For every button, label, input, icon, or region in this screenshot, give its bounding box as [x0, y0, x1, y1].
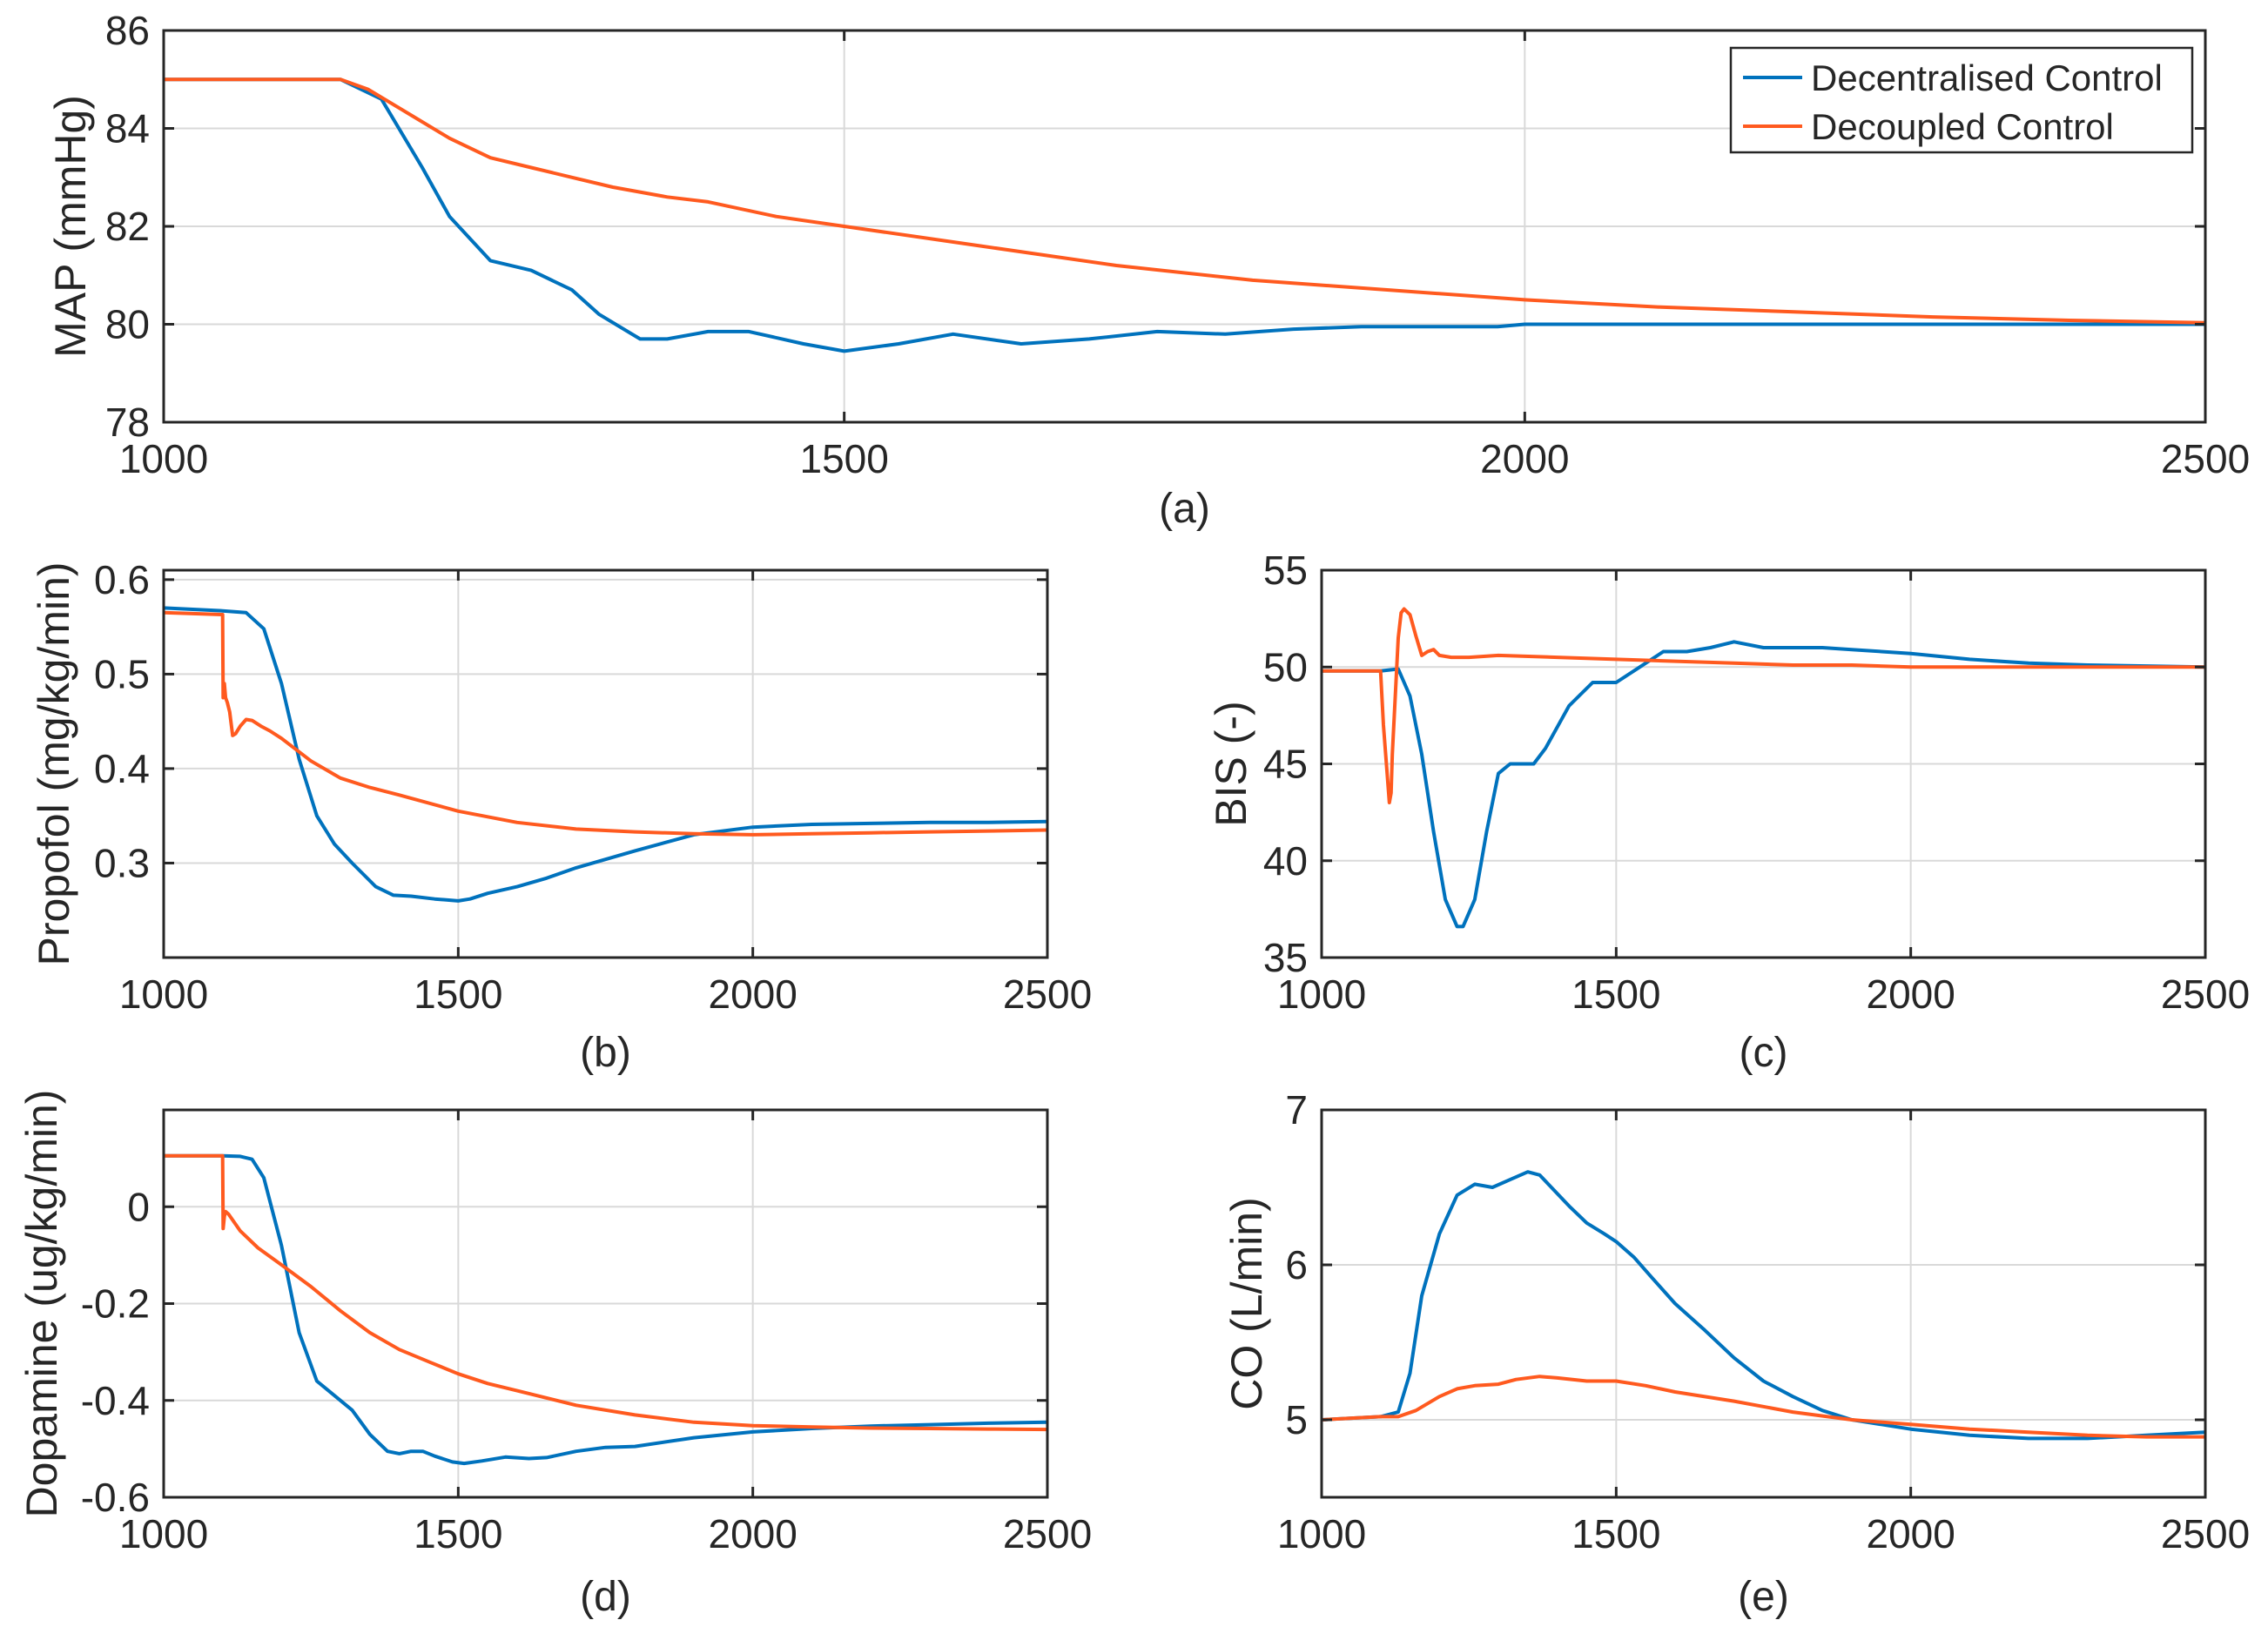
y-axis-label: BIS (-) [1207, 701, 1255, 826]
x-tick-label: 2500 [2161, 1511, 2250, 1556]
series-line-decentralised [1322, 640, 2205, 929]
series-line-decoupled [164, 610, 1047, 837]
y-tick-label: 84 [105, 106, 150, 151]
panel-caption: (b) [580, 1030, 631, 1076]
series-line-decentralised [164, 1153, 1047, 1466]
y-tick-label: 45 [1263, 742, 1308, 787]
series-line-decoupled [1322, 1375, 2205, 1439]
x-tick-label: 2000 [1480, 436, 1569, 481]
legend-entry-label: Decentralised Control [1811, 57, 2163, 98]
x-tick-label: 1000 [119, 971, 208, 1017]
legend-entry-label: Decoupled Control [1811, 106, 2114, 147]
series-line-decentralised [164, 77, 2205, 353]
x-tick-label: 2000 [1866, 1511, 1955, 1556]
y-tick-label: -0.4 [81, 1378, 150, 1423]
x-tick-label: 1500 [1571, 1511, 1660, 1556]
panel-caption: (e) [1738, 1574, 1789, 1620]
y-tick-label: 82 [105, 204, 150, 249]
panel-e: 1000 1500 2000 2500 5 6 7 CO (L/min) (e) [1222, 1087, 2250, 1620]
panel-caption: (d) [580, 1574, 631, 1620]
legend-box [1729, 46, 2194, 154]
x-tick-label: 1500 [1571, 971, 1660, 1017]
x-tick-label: 2500 [2161, 436, 2250, 481]
x-tick-label: 1000 [1277, 971, 1366, 1017]
panel-b: 1000 1500 2000 2500 0.3 0.4 0.5 0.6 Propofol (mg… [30, 557, 1092, 1076]
x-tick-label: 2500 [2161, 971, 2250, 1017]
y-tick-label: 50 [1263, 644, 1308, 689]
x-tick-label: 1500 [414, 1511, 502, 1556]
x-tick-label: 1000 [119, 1511, 208, 1556]
y-axis-label: MAP (mmHg) [46, 95, 95, 358]
x-tick-label: 1500 [414, 971, 502, 1017]
x-tick-label: 2000 [1866, 971, 1955, 1017]
y-tick-label: -0.6 [81, 1475, 150, 1520]
series-line-decentralised [164, 606, 1047, 903]
y-tick-label: 0.3 [94, 840, 150, 885]
panel-caption: (a) [1159, 486, 1210, 532]
series-line-decoupled [164, 1153, 1047, 1432]
y-tick-label: 7 [1285, 1087, 1308, 1133]
x-tick-label: 2500 [1003, 1511, 1092, 1556]
y-tick-label: 86 [105, 8, 150, 53]
x-tick-label: 1000 [119, 436, 208, 481]
y-tick-label: 0.4 [94, 746, 150, 791]
axes-box [162, 568, 1049, 959]
y-tick-label: 40 [1263, 838, 1308, 884]
y-tick-label: 5 [1285, 1397, 1308, 1442]
series-line-decoupled [1322, 607, 2205, 804]
series-line-decoupled [164, 77, 2205, 325]
legend: Decentralised Control Decoupled Control [1729, 46, 2194, 154]
panel-c: 1000 1500 2000 2500 35 40 45 50 55 BIS (-) (c) [1207, 548, 2250, 1076]
x-tick-label: 2000 [708, 1511, 797, 1556]
y-tick-label: 78 [105, 400, 150, 445]
y-tick-label: 80 [105, 302, 150, 347]
panel-d: 1000 1500 2000 2500 -0.6 -0.4 -0.2 0 Dopamine (u… [17, 1090, 1092, 1620]
y-axis-label: Dopamine (ug/kg/min) [17, 1090, 66, 1518]
y-tick-label: 0.6 [94, 557, 150, 602]
y-axis-label: Propofol (mg/kg/min) [30, 561, 78, 965]
x-tick-label: 2500 [1003, 971, 1092, 1017]
y-axis-label: CO (L/min) [1222, 1197, 1271, 1409]
y-tick-label: 6 [1285, 1242, 1308, 1287]
axes-box [1320, 1108, 2207, 1499]
panel-caption: (c) [1740, 1030, 1788, 1076]
x-tick-label: 1000 [1277, 1511, 1366, 1556]
y-tick-label: 35 [1263, 935, 1308, 980]
x-tick-label: 2000 [708, 971, 797, 1017]
x-tick-label: 1500 [799, 436, 888, 481]
y-tick-label: 55 [1263, 548, 1308, 593]
y-tick-label: 0.5 [94, 651, 150, 696]
series-line-decentralised [1322, 1170, 2205, 1441]
y-tick-label: -0.2 [81, 1281, 150, 1327]
y-tick-label: 0 [127, 1184, 150, 1229]
